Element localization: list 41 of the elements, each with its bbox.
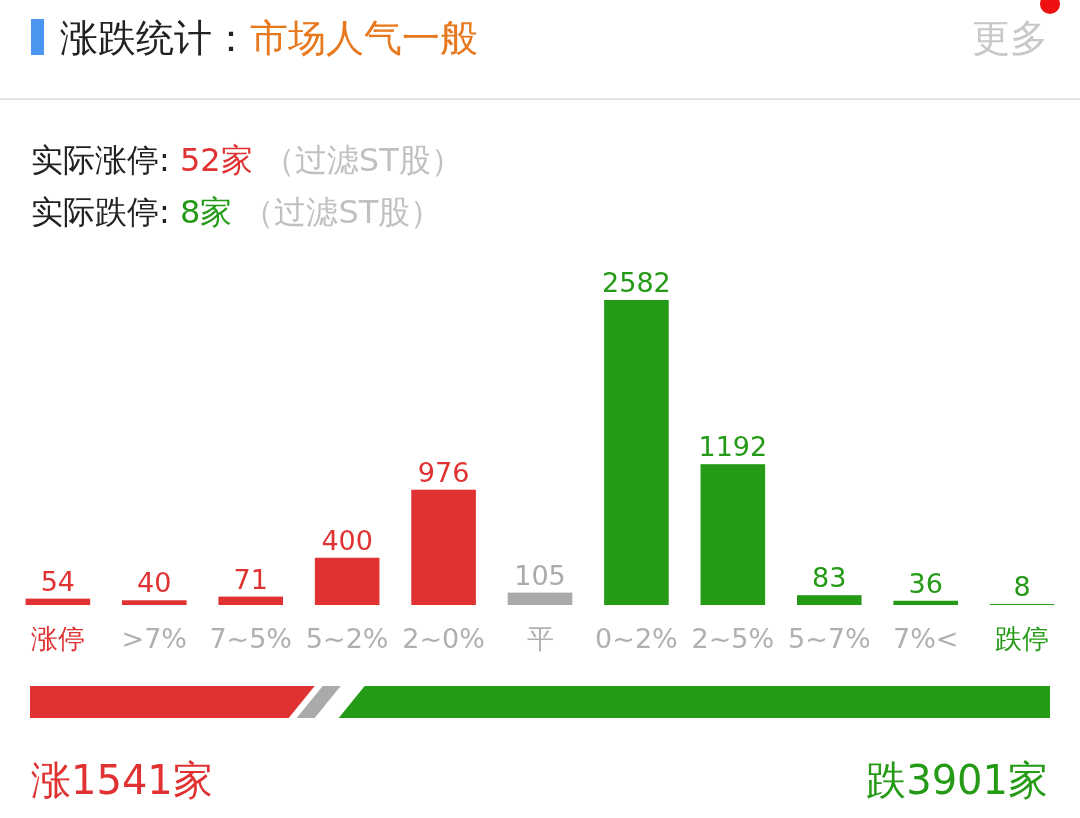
bar <box>604 300 669 605</box>
text: 52家 <box>179 141 253 179</box>
data-label: 83 <box>812 562 847 594</box>
data-label: 54 <box>40 565 76 597</box>
text: 实际涨停: <box>31 141 170 179</box>
data-label: 400 <box>321 524 373 556</box>
x-tick-label: 0~2% <box>595 623 678 654</box>
x-tick-label: 2~0% <box>402 623 485 654</box>
data-label: 105 <box>514 559 566 591</box>
bar <box>218 596 284 605</box>
text: 8家 <box>179 193 233 231</box>
data-label: 2582 <box>602 267 671 298</box>
text: 实际跌停: <box>31 193 170 231</box>
text: （过滤ST股） <box>242 193 443 231</box>
chart-subtitle: 市场人气一般 <box>250 16 478 60</box>
bar <box>893 600 958 605</box>
bar <box>314 557 380 605</box>
x-tick-label: >7% <box>121 623 188 654</box>
x-tick-label: 2~5% <box>691 623 775 654</box>
data-label: 71 <box>233 563 268 595</box>
x-tick-label: 涨停 <box>30 623 85 654</box>
bar <box>122 600 187 605</box>
text: 跌3901家 <box>866 757 1048 803</box>
text: 涨1541家 <box>31 757 213 803</box>
x-tick-label: 跌停 <box>995 623 1050 654</box>
bar <box>411 489 476 605</box>
bar <box>507 592 573 605</box>
x-tick-label: 7~5% <box>209 623 293 654</box>
bar <box>700 464 766 605</box>
data-label: 976 <box>417 456 470 488</box>
x-tick-label: 7%< <box>892 623 959 654</box>
x-tick-label: 5~7% <box>787 623 871 654</box>
data-label: 40 <box>137 567 172 599</box>
bar <box>796 595 862 605</box>
data-label: 36 <box>908 567 943 599</box>
data-label: 1192 <box>698 431 768 463</box>
x-tick-label: 平 <box>526 623 554 654</box>
data-label: 8 <box>1013 571 1031 603</box>
text: （过滤ST股） <box>262 141 463 179</box>
bar <box>25 598 91 605</box>
x-tick-label: 5~2% <box>305 623 389 654</box>
